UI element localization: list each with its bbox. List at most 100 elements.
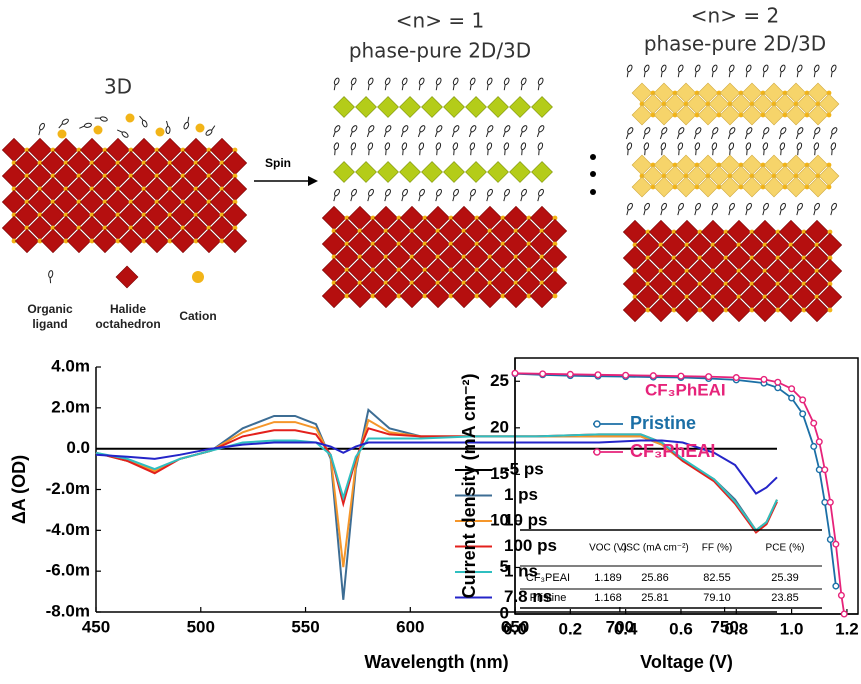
octahedron [807, 176, 829, 198]
octahedron [347, 283, 373, 309]
octahedron [785, 104, 807, 126]
ligand [762, 64, 769, 78]
ligand-tail [538, 149, 540, 156]
cation [738, 184, 744, 190]
ligand-head [627, 202, 633, 211]
cation [775, 307, 781, 313]
ligand-head [746, 202, 752, 211]
cation [370, 293, 376, 299]
cation [370, 215, 376, 221]
ligand-tail [644, 149, 646, 156]
cation [37, 238, 43, 244]
octahedron [719, 176, 741, 198]
ligand-tail [661, 149, 663, 156]
ligand [435, 142, 442, 156]
ligand [400, 125, 409, 138]
cation [344, 241, 350, 247]
cation [396, 293, 402, 299]
octahedron [653, 104, 675, 126]
octahedron [14, 228, 40, 254]
cation [771, 101, 777, 107]
x-tick-label: 600 [396, 617, 424, 636]
ligand-head [333, 77, 340, 86]
ligand-tail [79, 125, 85, 129]
ligand [486, 77, 493, 91]
table-cell: Pristine [530, 592, 567, 604]
ligand [502, 125, 511, 138]
cation [500, 241, 506, 247]
ligand-tail [778, 133, 782, 140]
octahedron [509, 161, 531, 183]
cation [793, 101, 799, 107]
ligand [537, 77, 544, 91]
cation [727, 101, 733, 107]
ligand-head [831, 127, 838, 135]
ligand-tail [626, 209, 629, 216]
ligand-head [334, 125, 341, 133]
table-header: PCE (%) [766, 543, 805, 554]
cation [461, 280, 467, 286]
cation [89, 238, 95, 244]
panel-title: <n> = 2 [691, 4, 779, 28]
table-cell: 25.39 [771, 572, 799, 584]
octahedron [622, 297, 648, 323]
cation [50, 147, 56, 153]
cation [710, 268, 716, 274]
ligand-tail [744, 133, 748, 140]
ligand-head [520, 142, 527, 151]
ligand-head [695, 202, 701, 211]
cation [723, 229, 729, 235]
ligand-head [435, 142, 442, 151]
ligand [761, 127, 770, 140]
cation [76, 147, 82, 153]
cation [804, 184, 810, 190]
legend-marker [593, 420, 601, 428]
cation [788, 268, 794, 274]
series-marker [677, 372, 685, 380]
x-tick-label: 0.4 [614, 619, 638, 638]
cation [683, 101, 689, 107]
annotation: CF₃PhEAI [645, 380, 726, 399]
cation [474, 267, 480, 273]
cation [357, 228, 363, 234]
cation [684, 294, 690, 300]
cation [671, 307, 677, 313]
cation [632, 294, 638, 300]
ligand-tail [796, 209, 799, 216]
octahedron [333, 161, 355, 183]
ligand-tail [402, 149, 404, 156]
ligand-head [521, 188, 527, 197]
ligand-head [538, 188, 544, 197]
legend-label: 7.8 ns [504, 587, 552, 606]
ligand-head [419, 125, 426, 133]
ligand-tail [385, 149, 387, 156]
cation [738, 90, 744, 96]
ligand-head [61, 118, 69, 125]
octahedron [477, 283, 503, 309]
ligand-head [83, 122, 92, 128]
ligand-tail [779, 71, 782, 78]
ligand-head [695, 127, 702, 135]
cation [487, 254, 493, 260]
cation [128, 173, 134, 179]
ligand [795, 127, 804, 140]
cation [710, 242, 716, 248]
ligand-tail [780, 149, 782, 156]
octahedron [675, 176, 697, 198]
cation [115, 160, 121, 166]
cation [716, 162, 722, 168]
ligand-head [350, 142, 357, 151]
ligand-head [469, 77, 476, 86]
ligand-tail [659, 133, 663, 140]
cation [154, 147, 160, 153]
y-tick-label: 4.0m [51, 356, 90, 375]
ligand-head [351, 188, 357, 197]
table-cell: 23.85 [771, 592, 799, 604]
cation [128, 199, 134, 205]
octahedron [443, 96, 465, 118]
ellipsis-dot [590, 154, 596, 160]
ligand-head [486, 142, 493, 151]
ligand-tail [487, 149, 489, 156]
cation [672, 162, 678, 168]
